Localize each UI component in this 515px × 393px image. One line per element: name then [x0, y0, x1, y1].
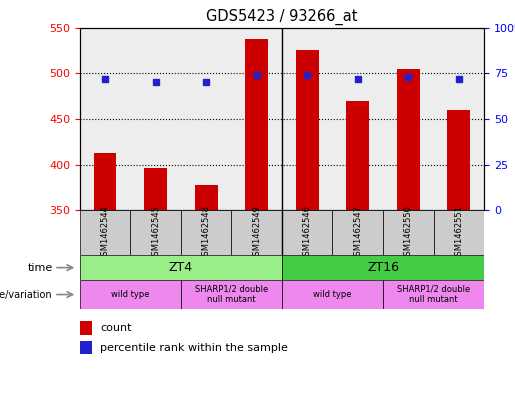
Bar [80, 280, 181, 309]
Bar [80, 341, 92, 354]
Text: genotype/variation: genotype/variation [0, 290, 53, 299]
Bar [181, 28, 231, 210]
Title: GDS5423 / 93266_at: GDS5423 / 93266_at [206, 9, 358, 25]
Text: SHARP1/2 double
null mutant: SHARP1/2 double null mutant [195, 285, 268, 304]
Text: GSM1462547: GSM1462547 [353, 205, 362, 261]
Bar [282, 28, 333, 210]
Bar [333, 28, 383, 210]
Bar [94, 153, 116, 210]
Text: GSM1462548: GSM1462548 [202, 205, 211, 261]
Text: percentile rank within the sample: percentile rank within the sample [100, 343, 288, 353]
Bar [333, 210, 383, 255]
Text: GSM1462545: GSM1462545 [151, 205, 160, 261]
Bar [434, 210, 484, 255]
Text: GSM1462546: GSM1462546 [303, 205, 312, 261]
Bar [80, 255, 282, 280]
Text: ZT4: ZT4 [169, 261, 193, 274]
Bar [296, 50, 319, 210]
Text: ZT16: ZT16 [367, 261, 399, 274]
Bar [282, 255, 484, 280]
Text: GSM1462549: GSM1462549 [252, 205, 261, 261]
Bar [181, 210, 231, 255]
Bar [130, 28, 181, 210]
Bar [80, 28, 130, 210]
Bar [231, 28, 282, 210]
Bar [448, 110, 470, 210]
Bar [181, 280, 282, 309]
Bar [282, 280, 383, 309]
Bar [282, 210, 333, 255]
Bar [383, 280, 484, 309]
Bar [80, 321, 92, 335]
Text: count: count [100, 323, 131, 333]
Text: wild type: wild type [313, 290, 352, 299]
Bar [434, 28, 484, 210]
Bar [130, 210, 181, 255]
Bar [144, 168, 167, 210]
Text: GSM1462544: GSM1462544 [100, 205, 110, 261]
Bar [397, 69, 420, 210]
Bar [231, 210, 282, 255]
Bar [347, 101, 369, 210]
Text: time: time [27, 263, 53, 273]
Bar [195, 185, 217, 210]
Text: GSM1462550: GSM1462550 [404, 205, 413, 261]
Text: SHARP1/2 double
null mutant: SHARP1/2 double null mutant [397, 285, 470, 304]
Bar [383, 210, 434, 255]
Bar [245, 39, 268, 210]
Bar [80, 210, 130, 255]
Text: wild type: wild type [111, 290, 150, 299]
Text: GSM1462551: GSM1462551 [454, 205, 464, 261]
Bar [383, 28, 434, 210]
